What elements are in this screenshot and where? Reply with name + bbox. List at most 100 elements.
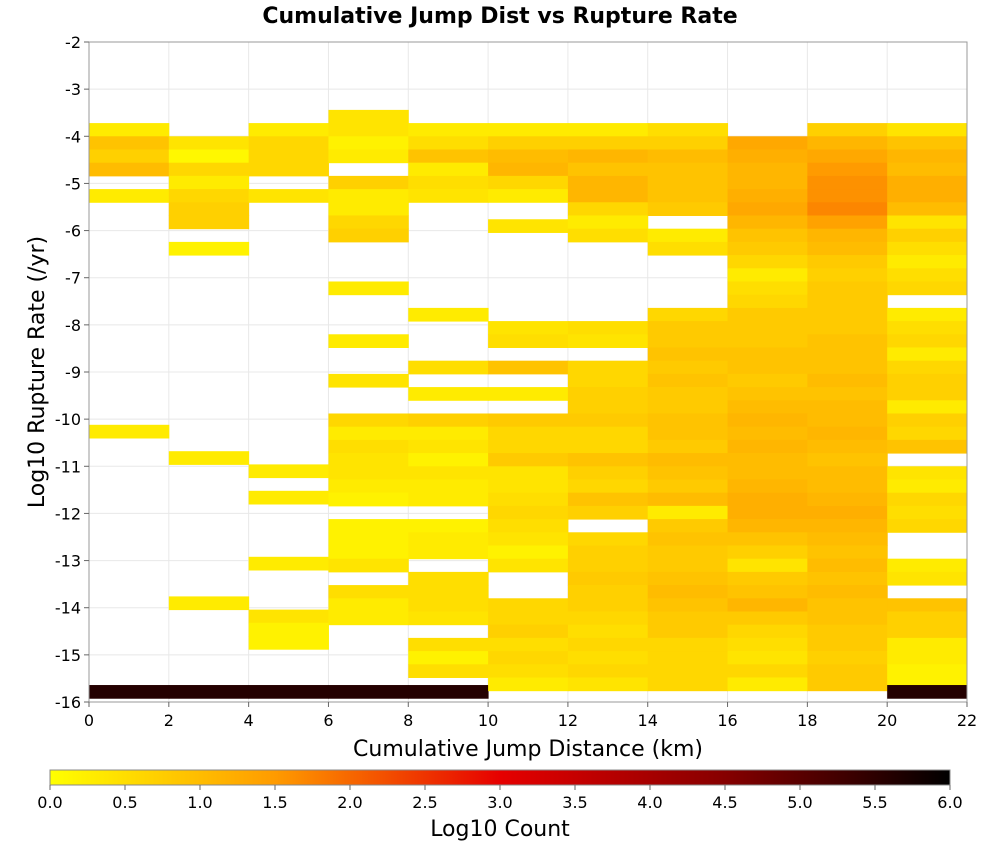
heatmap-cell (567, 413, 649, 428)
heatmap-cell (248, 189, 329, 203)
y-tick-label: -3 (65, 80, 81, 99)
heatmap-cell (248, 123, 329, 137)
heatmap-cell (168, 162, 250, 177)
heatmap-cell (727, 162, 808, 177)
heatmap-cell (328, 492, 409, 507)
heatmap-cell (567, 202, 649, 216)
heatmap-cell (727, 624, 808, 639)
heatmap-cell (328, 466, 409, 480)
heatmap-cell (168, 241, 250, 256)
heatmap-cell (727, 387, 808, 401)
heatmap-cell (168, 189, 250, 203)
heatmap-cell (89, 424, 170, 439)
heatmap-cell (807, 519, 888, 533)
heatmap-cell (647, 545, 729, 560)
heatmap-cell (567, 558, 649, 573)
heatmap-cell (168, 451, 250, 465)
heatmap-cell (567, 373, 649, 388)
heatmap-cell (647, 637, 729, 652)
heatmap-cell (488, 321, 569, 335)
heatmap-cell (488, 149, 569, 164)
heatmap-cell (328, 189, 409, 203)
heatmap-cell (887, 268, 968, 282)
heatmap-cell (887, 149, 968, 164)
heatmap-cell (807, 162, 888, 177)
heatmap-cell (807, 677, 888, 692)
heatmap-cell (567, 598, 649, 612)
heatmap-cells (89, 109, 968, 699)
heatmap-cell (887, 685, 968, 699)
heatmap-cell (567, 360, 649, 375)
heatmap-cell (488, 466, 569, 480)
heatmap-cell (89, 685, 170, 699)
colorbar-tick-label: 0.5 (112, 793, 137, 812)
heatmap-cell (887, 558, 968, 573)
heatmap-cell (887, 373, 968, 388)
heatmap-cell (807, 453, 888, 467)
heatmap-cell (328, 545, 409, 560)
heatmap-cell (488, 545, 569, 560)
colorbar-label: Log10 Count (430, 817, 570, 842)
heatmap-cell (567, 162, 649, 177)
heatmap-cell (488, 479, 569, 494)
x-tick-label: 10 (478, 711, 498, 730)
heatmap-cell (328, 558, 409, 573)
x-axis-label: Cumulative Jump Distance (km) (353, 737, 703, 762)
heatmap-cell (168, 149, 250, 164)
heatmap-cell (408, 479, 489, 494)
heatmap-cell (328, 175, 409, 190)
heatmap-cell (567, 545, 649, 560)
heatmap-cell (807, 268, 888, 282)
heatmap-cell (408, 175, 489, 190)
colorbar-tick-label: 4.5 (712, 793, 737, 812)
heatmap-cell (887, 492, 968, 507)
heatmap-cell (727, 479, 808, 494)
heatmap-cell (647, 136, 729, 150)
heatmap-cell (248, 490, 329, 505)
heatmap-cell (647, 387, 729, 401)
heatmap-cell (647, 439, 729, 454)
heatmap-cell (567, 189, 649, 203)
y-axis-ticks: -2 -3 -4 -5 -6 -7 -8 -9 -10 -11 -12 -13 -14 -15 -16 (55, 33, 89, 712)
heatmap-cell (727, 505, 808, 520)
heatmap-cell (408, 664, 489, 678)
heatmap-cell (567, 334, 649, 348)
heatmap-cell (328, 334, 409, 348)
heatmap-cell (727, 439, 808, 454)
heatmap-cell (488, 624, 569, 639)
y-tick-label: -2 (65, 33, 81, 52)
heatmap-cell (567, 123, 649, 137)
heatmap-cell (807, 255, 888, 269)
heatmap-cell (807, 241, 888, 256)
heatmap-cell (328, 109, 409, 124)
colorbar-tick-label: 1.5 (262, 793, 287, 812)
heatmap-cell (727, 545, 808, 560)
heatmap-cell (488, 677, 569, 692)
y-tick-label: -4 (65, 127, 81, 146)
heatmap-cell (807, 466, 888, 480)
heatmap-cell (488, 637, 569, 652)
heatmap-cell (488, 136, 569, 150)
heatmap-cell (248, 162, 329, 177)
heatmap-cell (328, 453, 409, 467)
heatmap-cell (567, 651, 649, 665)
heatmap-cell (807, 189, 888, 203)
heatmap-cell (887, 611, 968, 626)
heatmap-cell (807, 611, 888, 626)
y-tick-label: -5 (65, 174, 81, 193)
heatmap-cell (248, 636, 329, 650)
x-tick-label: 20 (877, 711, 897, 730)
y-tick-label: -14 (55, 599, 81, 618)
heatmap-cell (408, 413, 489, 428)
heatmap-cell (408, 532, 489, 546)
heatmap-cell (488, 532, 569, 546)
heatmap-cell (408, 637, 489, 652)
y-tick-label: -7 (65, 269, 81, 288)
heatmap-cell (727, 400, 808, 414)
heatmap-cell (488, 413, 569, 428)
heatmap-cell (567, 624, 649, 639)
heatmap-cell (887, 466, 968, 480)
heatmap-cell (887, 202, 968, 216)
heatmap-cell (567, 175, 649, 190)
heatmap-cell (488, 219, 569, 233)
